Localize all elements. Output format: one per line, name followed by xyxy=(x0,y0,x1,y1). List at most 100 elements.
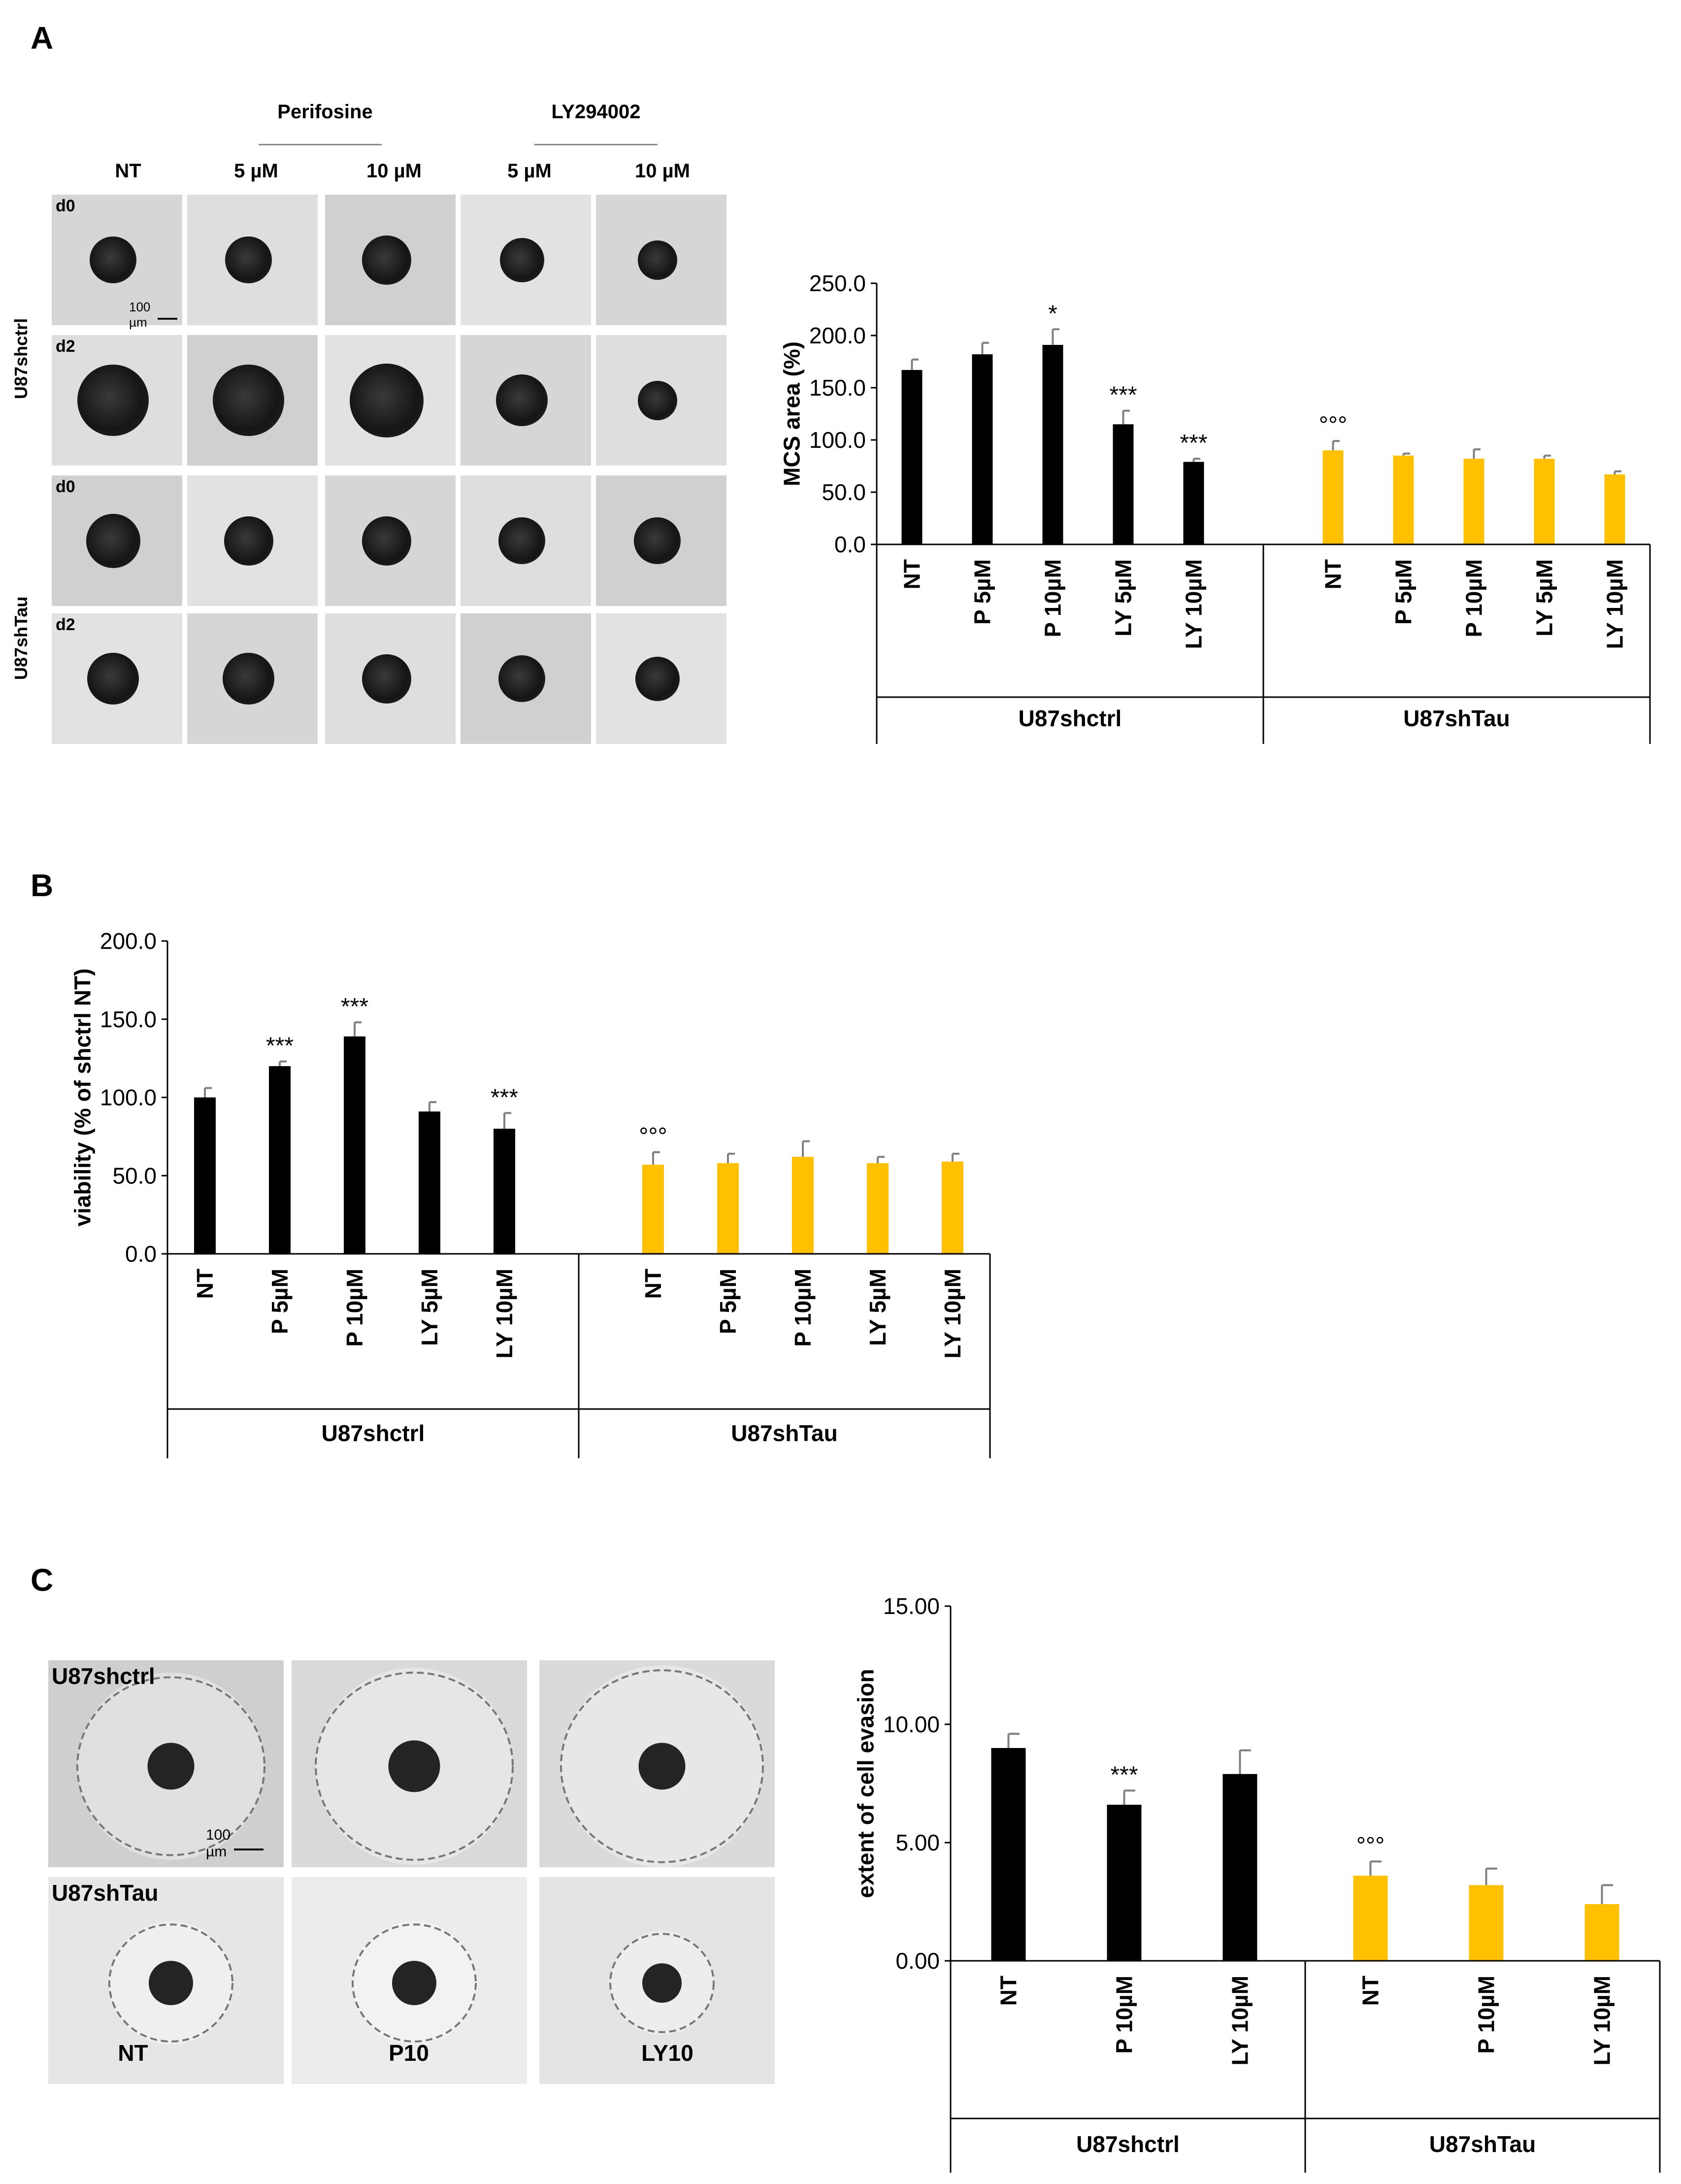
bar xyxy=(1393,455,1414,544)
micrograph-tile xyxy=(596,195,726,325)
group-underline-perifosine xyxy=(259,144,382,145)
significance-label: *** xyxy=(1110,1762,1138,1788)
category-label: P 10µM xyxy=(342,1269,367,1347)
y-tick-label: 50.0 xyxy=(822,479,866,505)
bar xyxy=(1584,1904,1619,1961)
evasion-tile xyxy=(292,1877,527,2084)
micrograph-tile xyxy=(187,475,318,606)
micrograph-tile xyxy=(325,195,456,325)
spheroid-core xyxy=(638,1743,686,1790)
category-label: P 10µM xyxy=(790,1269,816,1347)
bar xyxy=(1534,459,1555,544)
micrograph-tile xyxy=(187,335,318,466)
y-tick-label: 150.0 xyxy=(100,1007,157,1032)
c-col-label-nt: NT xyxy=(118,2040,148,2066)
spheroid xyxy=(496,374,548,426)
spheroid xyxy=(637,380,677,420)
bar xyxy=(867,1163,889,1254)
category-label: P 5µM xyxy=(1391,559,1417,625)
micrograph-tile xyxy=(187,195,318,325)
spheroid xyxy=(637,240,677,280)
row-label-u87shctrl: U87shctrl xyxy=(11,318,31,399)
y-tick-label: 100.0 xyxy=(100,1085,157,1110)
spheroid xyxy=(362,235,411,285)
bar xyxy=(642,1165,664,1254)
c-col-label-p10: P10 xyxy=(389,2040,429,2066)
micrograph-tile xyxy=(461,195,591,325)
evasion-drawing xyxy=(352,1921,477,2045)
bar xyxy=(1113,424,1134,544)
panel-letter-a: A xyxy=(31,20,54,56)
bar xyxy=(1353,1876,1388,1961)
group-label: U87shctrl xyxy=(1019,706,1122,731)
micrograph-tile: d0 xyxy=(52,475,182,606)
micrograph-tile xyxy=(325,475,456,606)
category-label: P 10µM xyxy=(1040,559,1066,638)
evasion-drawing xyxy=(560,1665,764,1867)
category-label: NT xyxy=(996,1976,1022,2006)
significance-label: *** xyxy=(1180,430,1207,456)
bar xyxy=(991,1748,1026,1961)
c-col-label-ly10: LY10 xyxy=(641,2040,693,2066)
y-tick-label: 200.0 xyxy=(809,323,866,348)
evasion-outline xyxy=(609,1933,715,2033)
significance-label: *** xyxy=(341,994,368,1020)
column-header-nt: NT xyxy=(115,160,141,182)
day-label: d0 xyxy=(56,197,75,215)
bar xyxy=(1463,459,1484,544)
spheroid xyxy=(349,363,424,437)
bar xyxy=(901,370,923,544)
significance-label: °°° xyxy=(1319,412,1348,438)
y-axis-label: MCS area (%) xyxy=(779,341,805,486)
y-tick-label: 50.0 xyxy=(112,1163,157,1188)
c-scale-bar-label: 100 µm xyxy=(206,1827,231,1860)
evasion-outline xyxy=(108,1923,233,2043)
category-label: P 10µM xyxy=(1461,559,1487,638)
category-label: NT xyxy=(192,1269,218,1299)
bar xyxy=(1322,450,1344,544)
evasion-tile xyxy=(48,1877,284,2084)
spheroid xyxy=(498,655,545,702)
micrograph-tile xyxy=(325,335,456,466)
y-tick-label: 150.0 xyxy=(809,375,866,401)
spheroid xyxy=(225,236,272,283)
significance-label: *** xyxy=(1109,382,1137,408)
group-header-perifosine: Perifosine xyxy=(277,101,373,123)
y-tick-label: 0.0 xyxy=(834,532,866,557)
bar xyxy=(1469,1885,1504,1961)
spheroid xyxy=(213,365,284,436)
spheroid-core xyxy=(149,1961,193,2005)
chart-c: 0.00 5.00 10.00 15.00 extent of cell evasion… xyxy=(853,1593,1661,2173)
category-label: NT xyxy=(899,559,925,589)
category-label: LY 10µM xyxy=(1227,1976,1253,2066)
category-label: LY 10µM xyxy=(1602,559,1628,649)
evasion-outline xyxy=(560,1669,764,1863)
panel-letter-c: C xyxy=(31,1562,54,1598)
micrograph-tile: d2 xyxy=(52,335,182,466)
category-label: NT xyxy=(1358,1976,1384,2006)
bar xyxy=(717,1163,739,1254)
column-header-ly10: 10 µM xyxy=(635,160,690,182)
group-label: U87shctrl xyxy=(1076,2131,1180,2157)
evasion-outline xyxy=(76,1676,265,1856)
column-header-p5: 5 µM xyxy=(234,160,278,182)
bar xyxy=(419,1111,440,1254)
spheroid xyxy=(634,517,681,564)
spheroid xyxy=(77,365,149,436)
micrograph-tile xyxy=(461,613,591,744)
micrograph-tile xyxy=(461,335,591,466)
column-header-p10: 10 µM xyxy=(366,160,422,182)
evasion-tile xyxy=(539,1660,775,1867)
c-row-label-u87shctrl: U87shctrl xyxy=(52,1663,155,1689)
bar xyxy=(792,1157,814,1254)
bar xyxy=(1604,474,1625,544)
group-underline-ly294002 xyxy=(534,144,658,145)
category-label: NT xyxy=(640,1269,666,1299)
spheroid xyxy=(86,513,140,568)
category-label: LY 5µM xyxy=(1532,559,1557,637)
micrograph-tile xyxy=(596,613,726,744)
day-label: d2 xyxy=(56,615,75,634)
category-label: LY 10µM xyxy=(1181,559,1207,649)
spheroid xyxy=(223,653,274,705)
